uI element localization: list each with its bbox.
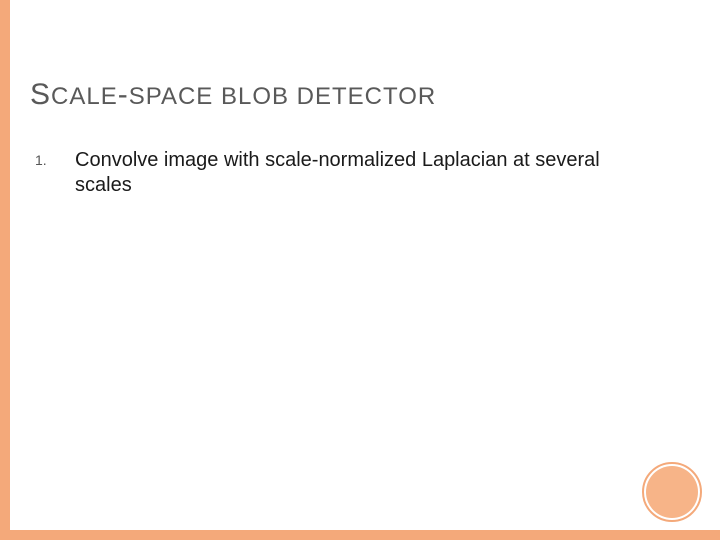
corner-circle-icon: [646, 466, 698, 518]
title-part-2: SPACE BLOB DETECTOR: [129, 83, 437, 110]
list-text: Convolve image with scale-normalized Lap…: [75, 148, 635, 198]
left-accent-stripe: [0, 0, 10, 540]
slide: SCALE-SPACE BLOB DETECTOR 1. Convolve im…: [0, 0, 720, 540]
list-number: 1.: [35, 148, 75, 168]
bottom-accent-stripe: [0, 530, 720, 540]
slide-title: SCALE-SPACE BLOB DETECTOR: [30, 78, 436, 112]
list-item: 1. Convolve image with scale-normalized …: [35, 148, 635, 198]
title-part-1-lead: S: [30, 78, 51, 111]
title-hyphen: -: [118, 78, 129, 111]
title-part-1-rest: CALE: [51, 83, 118, 110]
